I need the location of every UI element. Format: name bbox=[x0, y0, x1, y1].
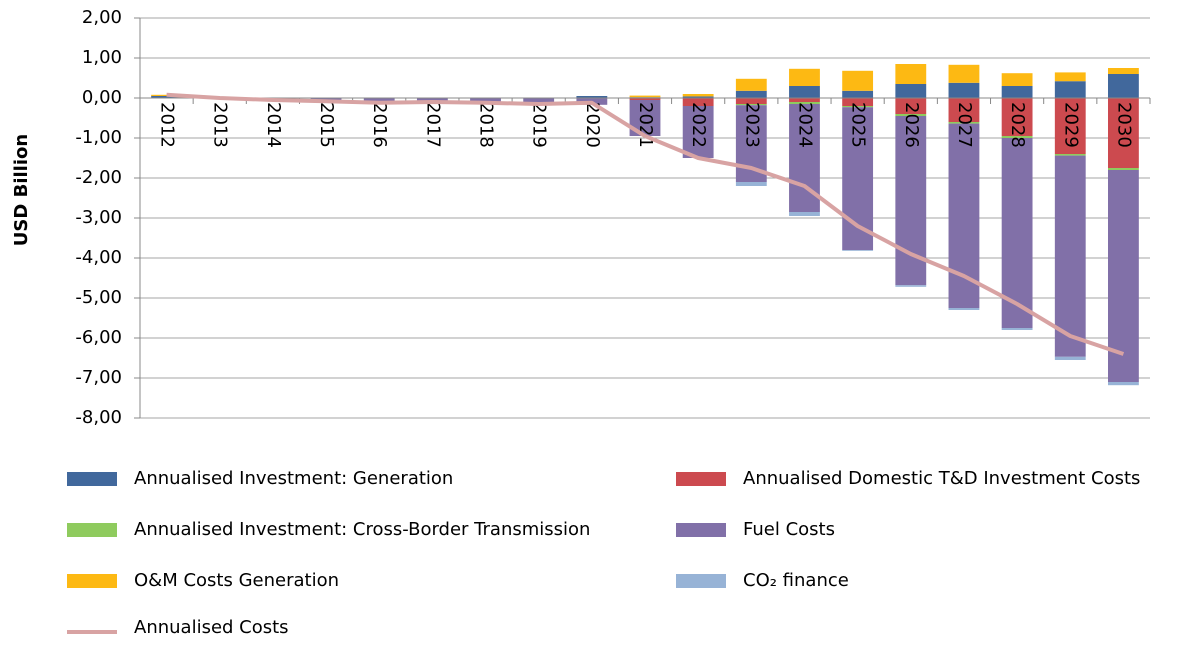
bar-segment bbox=[949, 83, 980, 98]
bar-segment bbox=[842, 250, 873, 251]
legend-label: Fuel Costs bbox=[743, 519, 835, 540]
x-tick-label: 2015 bbox=[316, 102, 337, 148]
bar-segment bbox=[1055, 81, 1086, 98]
bar-segment bbox=[736, 79, 767, 91]
bar-segment bbox=[842, 91, 873, 98]
bar-segment bbox=[949, 65, 980, 83]
legend-swatch bbox=[67, 472, 117, 486]
bar-segment bbox=[736, 91, 767, 98]
bar-segment bbox=[789, 86, 820, 98]
legend-swatch bbox=[67, 523, 117, 537]
legend-label: Annualised Investment: Generation bbox=[134, 468, 453, 489]
bar-segment bbox=[1108, 382, 1139, 385]
x-tick-label: 2022 bbox=[688, 102, 709, 148]
x-tick-label: 2029 bbox=[1060, 102, 1081, 148]
y-tick-label: -1,00 bbox=[75, 127, 122, 148]
bar-segment bbox=[1055, 154, 1086, 156]
line-series bbox=[167, 95, 1124, 354]
y-tick-label: 2,00 bbox=[82, 7, 122, 28]
legend-label: Annualised Domestic T&D Investment Costs bbox=[743, 468, 1140, 489]
x-tick-label: 2019 bbox=[529, 102, 550, 148]
x-tick-label: 2030 bbox=[1113, 102, 1134, 148]
legend-label: Annualised Costs bbox=[134, 617, 289, 638]
x-tick-label: 2014 bbox=[263, 102, 284, 148]
x-tick-label: 2018 bbox=[476, 102, 497, 148]
x-tick-label: 2026 bbox=[901, 102, 922, 148]
x-tick-label: 2024 bbox=[794, 102, 815, 148]
y-axis-title: USD Billion bbox=[11, 134, 32, 246]
legend-label: O&M Costs Generation bbox=[134, 570, 339, 591]
legend-label: CO₂ finance bbox=[743, 570, 849, 591]
bar-segment bbox=[630, 96, 661, 98]
x-tick-label: 2016 bbox=[369, 102, 390, 148]
y-tick-label: -2,00 bbox=[75, 167, 122, 188]
x-tick-label: 2012 bbox=[157, 102, 178, 148]
bar-segment bbox=[789, 212, 820, 216]
legend-swatch bbox=[676, 472, 726, 486]
bar-segment bbox=[895, 285, 926, 287]
x-tick-label: 2013 bbox=[210, 102, 231, 148]
bar-segment bbox=[1002, 73, 1033, 86]
y-tick-label: -4,00 bbox=[75, 247, 122, 268]
bar-segment bbox=[949, 308, 980, 310]
bar-segment bbox=[1055, 156, 1086, 357]
bar-segment bbox=[895, 84, 926, 98]
x-tick-label: 2017 bbox=[422, 102, 443, 148]
bar-segment bbox=[895, 64, 926, 84]
y-tick-label: 1,00 bbox=[82, 47, 122, 68]
bar-segment bbox=[683, 94, 714, 96]
legend-swatch bbox=[67, 574, 117, 588]
bar-segment bbox=[736, 182, 767, 186]
x-tick-label: 2023 bbox=[741, 102, 762, 148]
legend-swatch bbox=[676, 523, 726, 537]
x-tick-label: 2028 bbox=[1007, 102, 1028, 148]
bar-segment bbox=[789, 69, 820, 86]
bar-segment bbox=[1108, 168, 1139, 170]
y-tick-label: -6,00 bbox=[75, 327, 122, 348]
bar-segment bbox=[1055, 72, 1086, 81]
bar-segment bbox=[1002, 328, 1033, 330]
bar-segment bbox=[1002, 86, 1033, 98]
y-tick-label: 0,00 bbox=[82, 87, 122, 108]
bar-segment bbox=[1055, 357, 1086, 360]
x-tick-label: 2025 bbox=[848, 102, 869, 148]
x-tick-label: 2027 bbox=[954, 102, 975, 148]
y-tick-label: -5,00 bbox=[75, 287, 122, 308]
bar-segment bbox=[842, 71, 873, 91]
bar-segment bbox=[1108, 68, 1139, 74]
legend-label: Annualised Investment: Cross-Border Tran… bbox=[134, 519, 590, 540]
y-tick-label: -7,00 bbox=[75, 367, 122, 388]
y-tick-label: -3,00 bbox=[75, 207, 122, 228]
bar-segment bbox=[1108, 74, 1139, 98]
y-tick-label: -8,00 bbox=[75, 407, 122, 428]
legend-swatch bbox=[676, 574, 726, 588]
